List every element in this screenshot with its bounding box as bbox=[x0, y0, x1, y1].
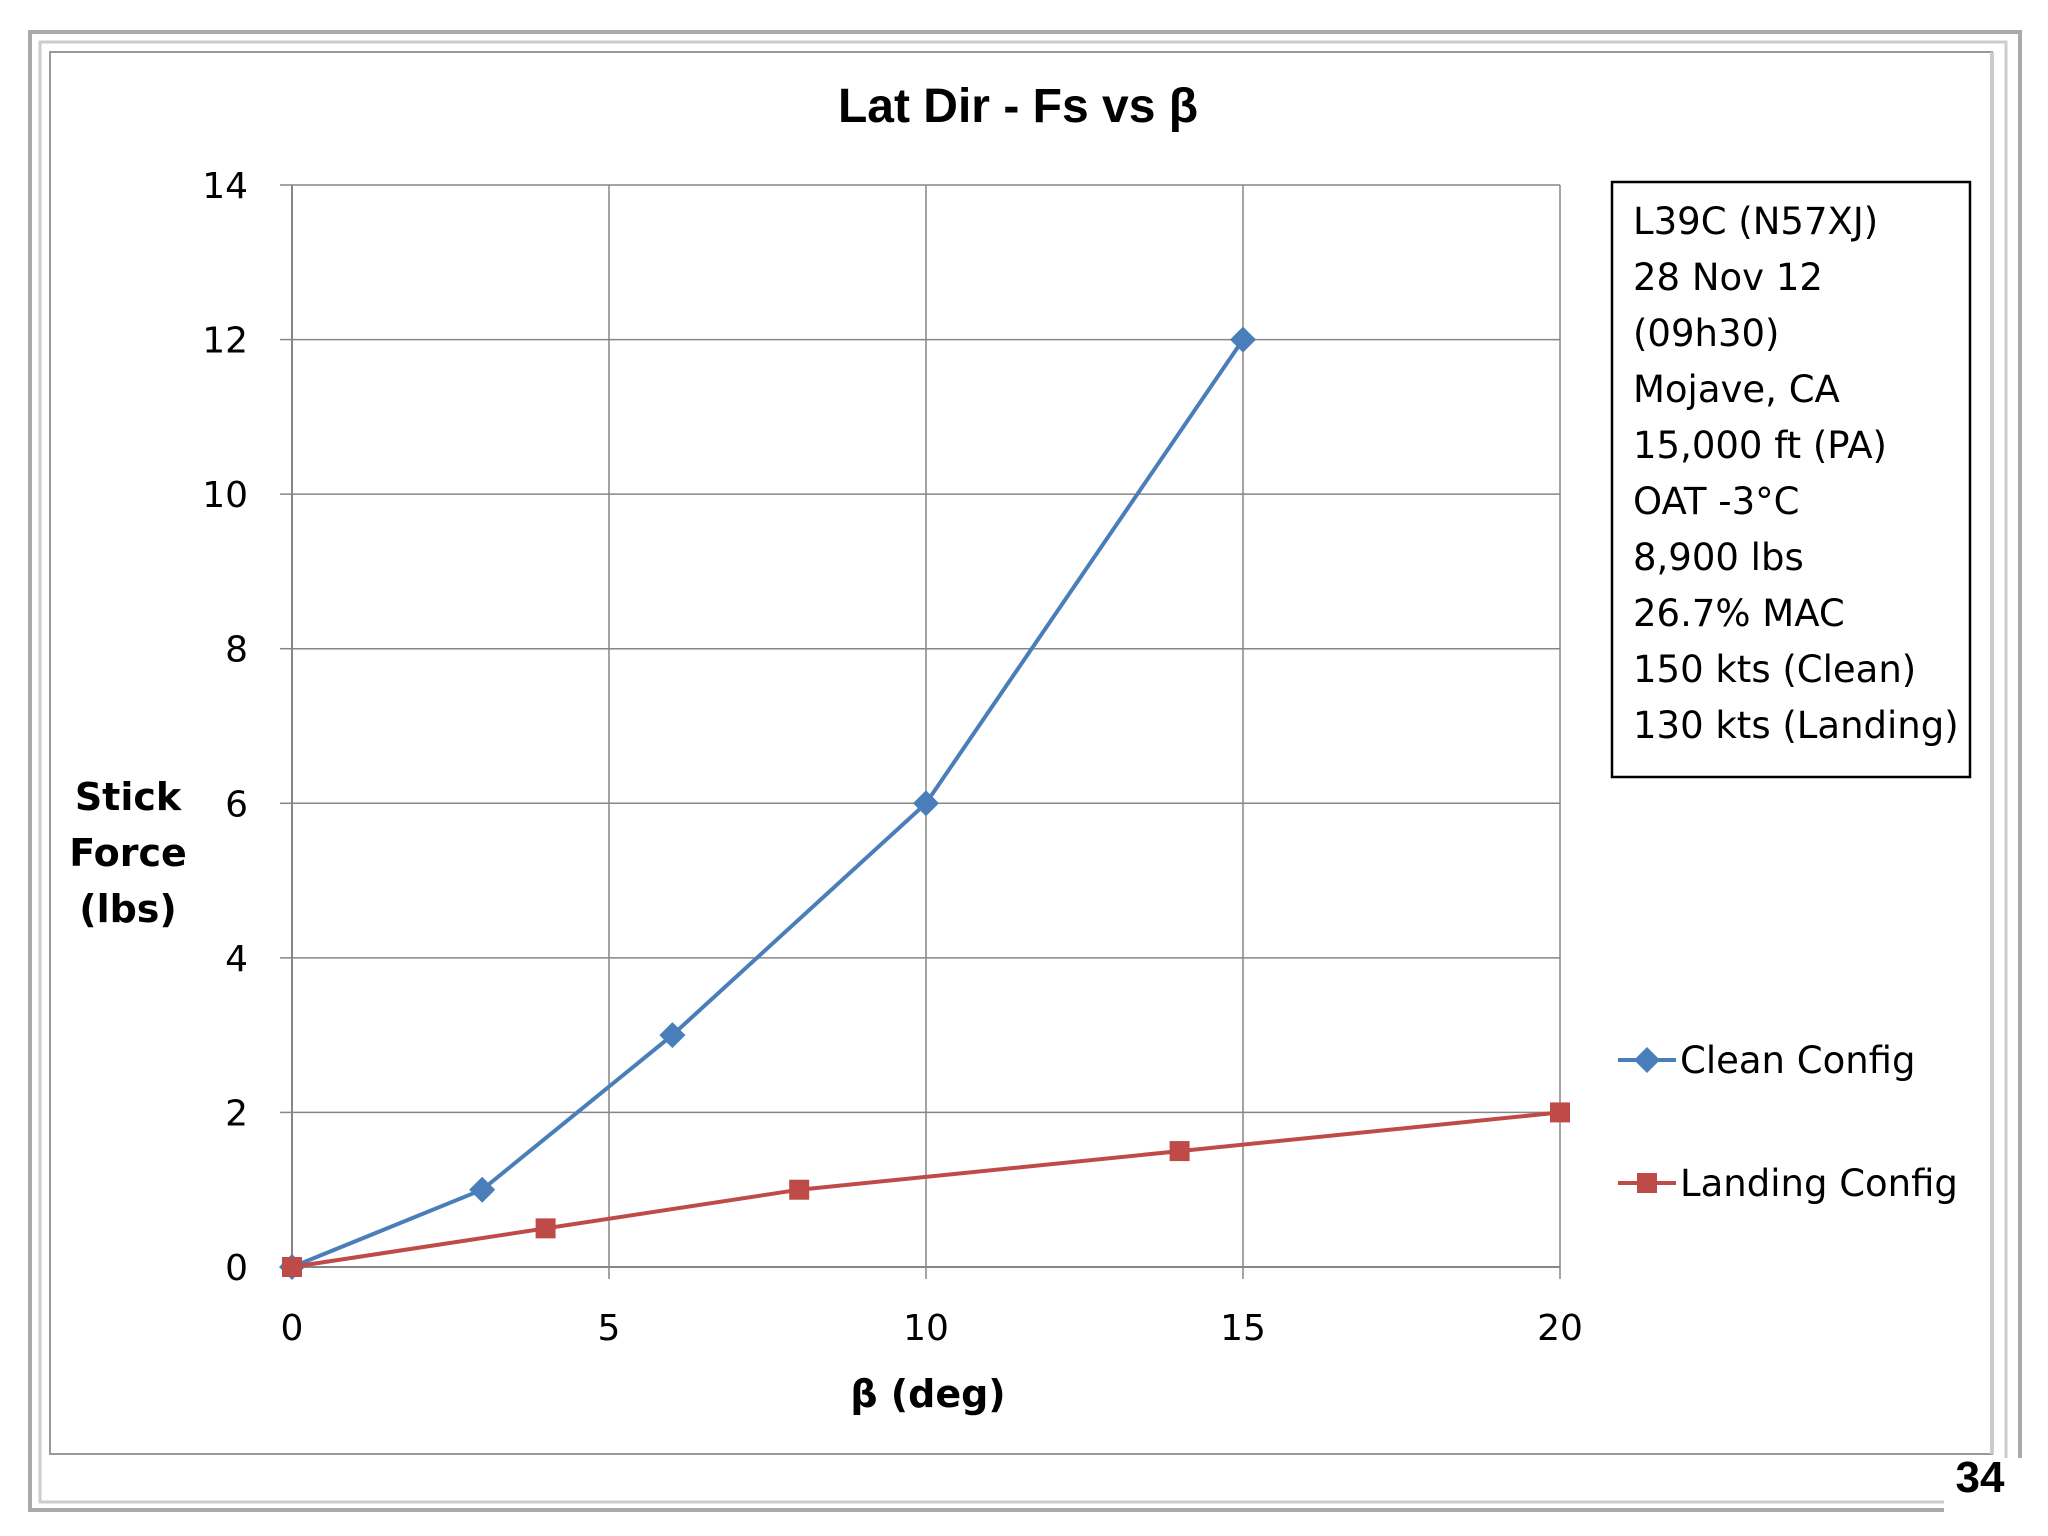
diamond-marker-icon bbox=[1634, 1047, 1660, 1073]
diamond-marker bbox=[1230, 326, 1256, 353]
y-axis-label-line-1: Stick bbox=[75, 775, 182, 819]
y-tick-label: 8 bbox=[225, 630, 248, 671]
x-axis-label: β (deg) bbox=[850, 1372, 1005, 1416]
axes bbox=[280, 184, 1561, 1279]
y-tick-label: 10 bbox=[202, 475, 248, 516]
diamond-marker bbox=[469, 1176, 496, 1203]
chart-title: Lat Dir - Fs vs β bbox=[838, 80, 1198, 133]
middle-frame bbox=[38, 40, 2008, 1504]
info-line-cg: 26.7% MAC bbox=[1633, 592, 1845, 635]
page-number-background bbox=[1944, 1458, 2044, 1516]
x-tick-label: 15 bbox=[1220, 1308, 1266, 1349]
data-series bbox=[279, 326, 1570, 1280]
x-tick-label: 5 bbox=[598, 1308, 621, 1349]
square-marker bbox=[535, 1218, 556, 1239]
square-marker bbox=[282, 1257, 302, 1277]
page-number: 34 bbox=[1956, 1453, 2005, 1502]
y-axis-label-line-2: Force bbox=[69, 831, 187, 875]
info-line-aircraft: L39C (N57XJ) bbox=[1633, 200, 1878, 243]
x-tick-label: 20 bbox=[1537, 1308, 1583, 1349]
info-line-oat: OAT -3°C bbox=[1633, 480, 1800, 523]
y-tick-label: 14 bbox=[202, 166, 248, 207]
square-marker bbox=[1169, 1141, 1190, 1162]
square-marker-icon bbox=[1637, 1173, 1657, 1193]
grid bbox=[292, 184, 1561, 1267]
info-line-time: (09h30) bbox=[1633, 312, 1779, 355]
square-marker bbox=[1550, 1102, 1570, 1123]
y-tick-label: 0 bbox=[225, 1248, 248, 1289]
info-line-location: Mojave, CA bbox=[1633, 368, 1840, 411]
y-tick-labels: 0 2 4 6 8 10 12 14 bbox=[202, 166, 248, 1289]
diamond-marker bbox=[659, 1022, 686, 1049]
info-line-altitude: 15,000 ft (PA) bbox=[1633, 424, 1887, 467]
legend-label-clean: Clean Config bbox=[1680, 1039, 1915, 1082]
info-line-speed-landing: 130 kts (Landing) bbox=[1633, 704, 1959, 747]
x-tick-label: 0 bbox=[281, 1308, 304, 1349]
y-tick-label: 6 bbox=[225, 784, 248, 825]
info-box: L39C (N57XJ) 28 Nov 12 (09h30) Mojave, C… bbox=[1610, 180, 1972, 779]
series-landing-config bbox=[282, 1102, 1570, 1277]
square-marker bbox=[789, 1179, 810, 1200]
y-axis-label: Stick Force (lbs) bbox=[69, 775, 187, 931]
x-tick-labels: 0 5 10 15 20 bbox=[281, 1308, 1583, 1349]
y-tick-label: 4 bbox=[225, 939, 248, 980]
outer-frame bbox=[28, 30, 2022, 1512]
info-line-weight: 8,900 lbs bbox=[1633, 536, 1804, 579]
diamond-marker bbox=[913, 790, 939, 817]
legend-item-clean: Clean Config bbox=[1618, 1039, 1915, 1082]
y-tick-label: 2 bbox=[225, 1093, 248, 1134]
legend-item-landing: Landing Config bbox=[1618, 1162, 1958, 1205]
info-line-date: 28 Nov 12 bbox=[1633, 256, 1823, 299]
legend-label-landing: Landing Config bbox=[1680, 1162, 1958, 1205]
x-tick-label: 10 bbox=[903, 1308, 949, 1349]
legend: Clean Config Landing Config bbox=[1618, 1039, 1958, 1205]
y-tick-label: 12 bbox=[202, 321, 248, 362]
info-box-frame bbox=[1610, 180, 1972, 779]
y-axis-label-line-3: (lbs) bbox=[79, 887, 177, 931]
info-line-speed-clean: 150 kts (Clean) bbox=[1633, 648, 1916, 691]
